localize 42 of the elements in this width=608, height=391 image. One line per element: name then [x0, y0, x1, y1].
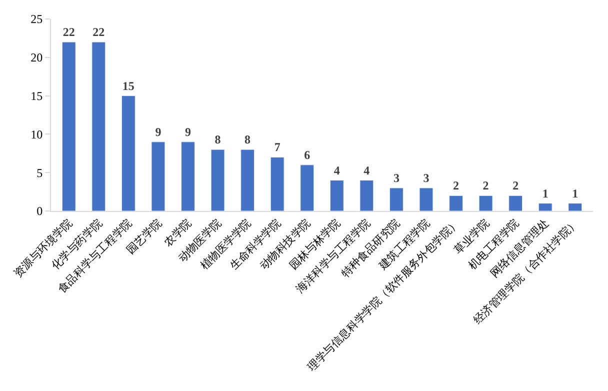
data-label: 7 [274, 140, 280, 154]
data-label: 3 [423, 170, 430, 185]
bar [419, 188, 434, 211]
bar [240, 149, 254, 211]
bar [478, 195, 493, 211]
data-label: 4 [334, 163, 340, 178]
y-tick-label: 10 [30, 127, 43, 142]
bar [151, 142, 166, 211]
data-label: 2 [482, 178, 489, 193]
data-label: 22 [62, 25, 75, 40]
data-label: 3 [393, 170, 400, 185]
y-tick-label: 25 [30, 12, 43, 26]
bar [538, 203, 552, 211]
bar [210, 149, 225, 211]
bar [508, 195, 523, 211]
bar [330, 180, 344, 211]
bar [568, 203, 582, 211]
data-label: 9 [155, 124, 162, 139]
data-label: 22 [92, 25, 105, 40]
bar [181, 142, 195, 211]
bar [62, 42, 76, 211]
bar [300, 164, 314, 211]
bar [390, 188, 404, 211]
y-tick-label: 20 [30, 50, 43, 65]
bar [270, 156, 284, 211]
y-tick-label: 15 [30, 89, 43, 103]
data-label: 6 [304, 148, 310, 162]
data-label: 2 [453, 178, 460, 193]
bar [121, 96, 136, 211]
data-label: 4 [364, 163, 370, 178]
bar [360, 180, 374, 211]
data-label: 2 [512, 178, 519, 193]
data-label: 8 [214, 132, 221, 147]
y-tick-label: 5 [36, 166, 43, 180]
data-label: 1 [572, 186, 578, 200]
data-label: 15 [122, 78, 134, 93]
data-label: 8 [244, 132, 251, 147]
data-label: 1 [542, 186, 548, 200]
bar [449, 195, 463, 211]
data-label: 9 [184, 124, 191, 139]
y-tick-label: 0 [36, 204, 43, 218]
bar [92, 42, 106, 211]
